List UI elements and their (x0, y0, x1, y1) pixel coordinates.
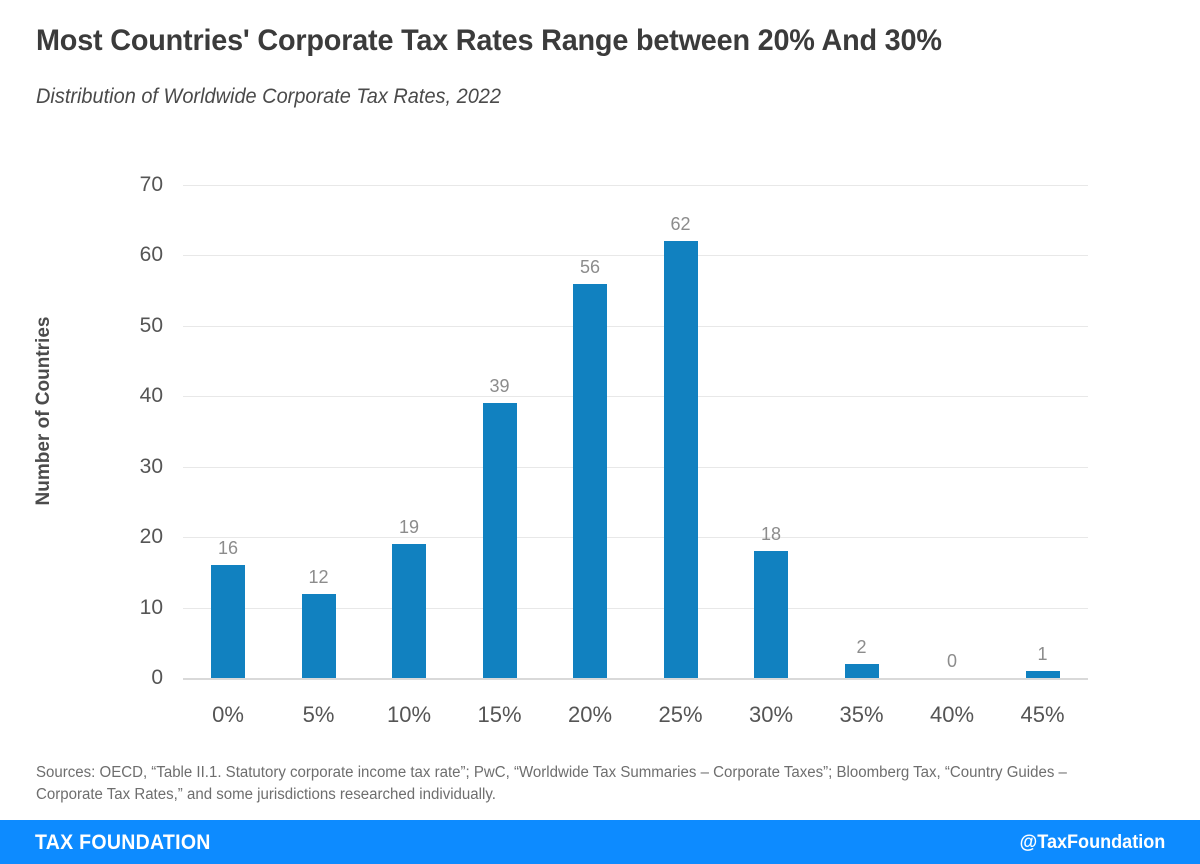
bar[interactable] (844, 663, 879, 678)
y-axis-tick-label: 30 (139, 454, 163, 478)
bar-value-label: 2 (856, 636, 867, 657)
footer-brand-label: TAX FOUNDATION (35, 831, 211, 854)
bar-group[interactable]: 2 (817, 638, 907, 678)
bar[interactable] (754, 551, 788, 678)
bar-group[interactable]: 1 (998, 645, 1088, 678)
bar-group[interactable]: 19 (364, 518, 454, 678)
bar-value-label: 0 (946, 651, 957, 671)
gridline (183, 396, 1088, 398)
bar-value-label: 39 (489, 376, 510, 397)
y-axis-tick-label: 10 (139, 595, 163, 619)
gridline (183, 325, 1088, 327)
x-axis-tick-label: 45% (1020, 702, 1065, 727)
x-axis-tick-label: 35% (839, 702, 884, 727)
bar-group[interactable]: 12 (274, 568, 364, 678)
bar-value-label: 56 (579, 256, 601, 277)
y-axis-tick-label: 20 (139, 525, 163, 549)
bar[interactable] (392, 544, 426, 678)
bar[interactable] (301, 593, 336, 678)
bar-value-label: 16 (217, 538, 239, 559)
bar-group[interactable]: 0 (907, 652, 997, 678)
gridline (183, 185, 1088, 186)
sources-note: Sources: OECD, “Table II.1. Statutory co… (36, 764, 1067, 804)
chart-subtitle: Distribution of Worldwide Corporate Tax … (36, 85, 501, 108)
bar-group[interactable]: 18 (726, 525, 816, 678)
footer-bar: TAX FOUNDATION @TaxFoundation (0, 820, 1200, 864)
y-axis-tick-label: 50 (139, 313, 163, 337)
bar-group[interactable]: 56 (545, 258, 635, 678)
bar-value-label: 62 (670, 214, 691, 235)
x-axis-tick-label: 0% (212, 702, 244, 727)
gridline (183, 607, 1088, 609)
bar-group[interactable]: 62 (636, 215, 726, 678)
bar-group[interactable]: 39 (455, 377, 545, 678)
y-axis-tick-label: 70 (139, 173, 163, 196)
bar[interactable] (663, 241, 698, 678)
x-axis-tick-label: 20% (567, 702, 613, 727)
y-axis-tick-label: 60 (139, 243, 163, 267)
bar[interactable] (211, 565, 245, 678)
bar-value-label: 19 (398, 517, 420, 538)
x-axis-tick-label: 40% (929, 702, 975, 727)
x-axis-tick-label: 10% (386, 702, 432, 727)
gridline (183, 255, 1088, 257)
bar-series: 16 12 19 39 56 62 18 2 0 1 (183, 215, 1088, 678)
y-axis-tick-label: 0 (151, 666, 163, 689)
bar-value-label: 1 (1037, 643, 1048, 664)
x-axis-tick-label: 25% (658, 702, 703, 727)
chart-plot-area: Number of Countries 0 10 20 30 40 50 60 70 16 12… (33, 173, 1088, 727)
footer-social-handle[interactable]: @TaxFoundation (1019, 832, 1165, 853)
y-axis-tick-label: 40 (139, 384, 163, 408)
bar-value-label: 12 (308, 566, 329, 587)
page-title: Most Countries' Corporate Tax Rates Rang… (36, 24, 942, 57)
bar[interactable] (1025, 670, 1060, 678)
x-axis-tick-label: 30% (748, 702, 794, 727)
x-axis-tick-label: 15% (477, 702, 522, 727)
bar-value-label: 18 (760, 524, 782, 545)
bar[interactable] (482, 403, 517, 678)
gridline (183, 537, 1088, 539)
axis-baseline (183, 678, 1088, 680)
bar-group[interactable]: 16 (183, 539, 273, 678)
x-axis-tick-label: 5% (302, 702, 335, 727)
gridline (183, 466, 1088, 468)
bar[interactable] (573, 283, 607, 678)
